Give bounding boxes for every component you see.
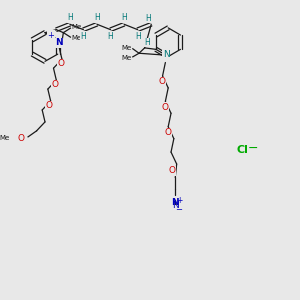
Text: Me: Me	[122, 45, 132, 51]
Text: Me: Me	[71, 35, 82, 41]
Text: Cl: Cl	[237, 145, 249, 155]
Text: H: H	[146, 14, 151, 23]
Text: N: N	[172, 198, 179, 207]
Text: +: +	[176, 196, 182, 205]
Text: H: H	[108, 32, 113, 41]
Text: H: H	[94, 13, 100, 22]
Text: O: O	[46, 101, 53, 110]
Text: O: O	[164, 128, 171, 137]
Text: H: H	[67, 13, 73, 22]
Text: N: N	[163, 50, 169, 58]
Text: H: H	[121, 13, 127, 22]
Text: Me: Me	[122, 55, 132, 61]
Text: +: +	[47, 31, 54, 40]
Text: O: O	[17, 134, 25, 143]
Text: Me: Me	[0, 135, 10, 141]
Text: H: H	[145, 38, 150, 47]
Text: N: N	[172, 201, 178, 210]
Text: −: −	[248, 142, 258, 155]
Text: O: O	[158, 77, 166, 86]
Text: O: O	[161, 103, 168, 112]
Text: H: H	[81, 32, 86, 41]
Text: H: H	[135, 32, 141, 41]
Text: O: O	[51, 80, 58, 89]
Text: N: N	[55, 38, 63, 47]
Text: O: O	[168, 166, 175, 175]
Text: −: −	[176, 205, 182, 214]
Text: Me: Me	[71, 24, 82, 30]
Text: O: O	[57, 59, 64, 68]
